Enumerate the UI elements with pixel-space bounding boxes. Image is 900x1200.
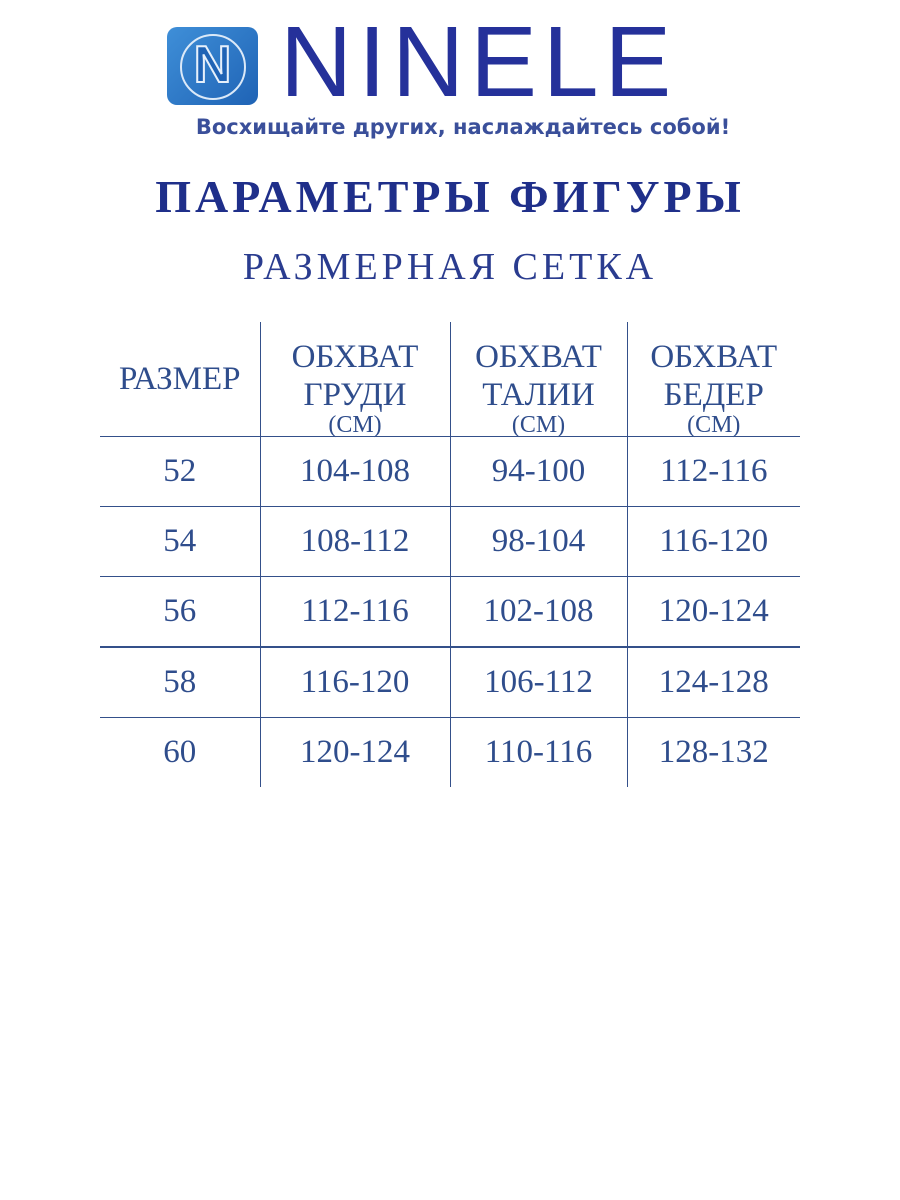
- table-cell: 112-116: [259, 576, 450, 647]
- table-cell: 128-132: [626, 717, 800, 787]
- size-table: РАЗМЕР ОБХВАТ ГРУДИ (СМ) ОБХВАТ ТАЛИИ (СМ) О…: [100, 322, 800, 787]
- table-cell: 112-116: [626, 436, 800, 507]
- page-subtitle: РАЗМЕРНАЯ СЕТКА: [242, 246, 658, 288]
- table-cell: 120-124: [626, 576, 800, 647]
- table-cell: 54: [100, 506, 260, 577]
- table-cell: 94-100: [449, 436, 627, 507]
- table-cell: 116-120: [259, 646, 450, 718]
- table-row: 60 120-124 110-116 128-132: [100, 717, 800, 787]
- table-cell: 56: [100, 576, 260, 647]
- slogan: Восхищайте других, наслаждайтесь собой!: [195, 115, 731, 139]
- table-cell: 116-120: [626, 506, 800, 577]
- table-cell: 110-116: [449, 717, 627, 787]
- header-chest: ОБХВАТ ГРУДИ (СМ): [259, 322, 450, 437]
- header-size: РАЗМЕР: [118, 361, 241, 397]
- logo-emblem-icon: N: [167, 27, 258, 105]
- table-row: 56 112-116 102-108 120-124: [100, 576, 800, 647]
- table-cell: 104-108: [259, 436, 450, 507]
- table-cell: 98-104: [449, 506, 627, 577]
- table-cell: 58: [100, 646, 260, 718]
- brand-name: NINELE: [280, 6, 678, 118]
- table-cell: 124-128: [626, 646, 800, 718]
- table-cell: 102-108: [449, 576, 627, 647]
- table-cell: 60: [100, 717, 260, 787]
- table-row: 52 104-108 94-100 112-116: [100, 436, 800, 507]
- table-row: 54 108-112 98-104 116-120: [100, 506, 800, 577]
- table-cell: 52: [100, 436, 260, 507]
- page-title: ПАРАМЕТРЫ ФИГУРЫ: [155, 171, 745, 222]
- table-cell: 106-112: [449, 646, 627, 718]
- header-hips: ОБХВАТ БЕДЕР (СМ): [626, 322, 800, 437]
- header-waist: ОБХВАТ ТАЛИИ (СМ): [449, 322, 627, 437]
- table-cell: 108-112: [259, 506, 450, 577]
- table-row: 58 116-120 106-112 124-128: [100, 646, 800, 718]
- table-cell: 120-124: [259, 717, 450, 787]
- table-header-row: РАЗМЕР ОБХВАТ ГРУДИ (СМ) ОБХВАТ ТАЛИИ (СМ) О…: [100, 322, 800, 437]
